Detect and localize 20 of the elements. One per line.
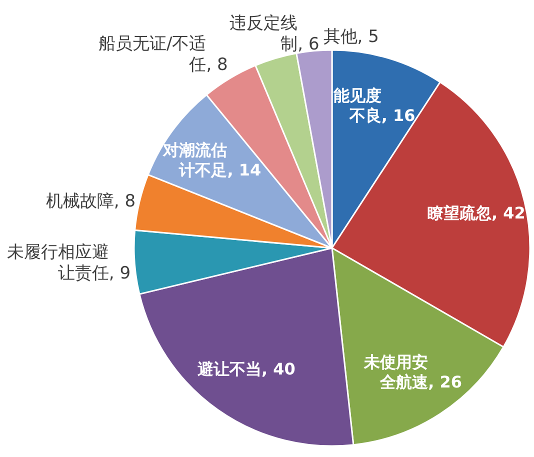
slice-label: 瞭望疏忽 (427, 204, 492, 223)
data-label: , 42 (491, 204, 526, 223)
data-label: , 6 (298, 34, 320, 55)
data-label: , 5 (357, 26, 379, 47)
data-label: , 8 (114, 192, 136, 212)
slice-label: 其他 (323, 26, 358, 47)
data-label: , 40 (262, 360, 296, 379)
slice-label: 对潮流估计不足 (162, 140, 228, 180)
slice-label: 未使用安全航速 (363, 352, 430, 392)
data-label: , 8 (206, 55, 228, 76)
slice-label: 未履行相应避让责任 (6, 242, 109, 284)
slice-label: 避让不当 (196, 360, 262, 379)
slice-label: 违反定线制 (230, 14, 298, 55)
slice-label: 能见度不良 (333, 86, 382, 125)
slice-label: 机械故障 (46, 192, 114, 212)
data-label: , 26 (428, 372, 462, 392)
data-label: , 9 (108, 264, 131, 284)
data-label: , 14 (227, 160, 262, 180)
slice-label: 船员无证/不适任 (98, 34, 206, 76)
data-label: , 16 (381, 106, 416, 125)
